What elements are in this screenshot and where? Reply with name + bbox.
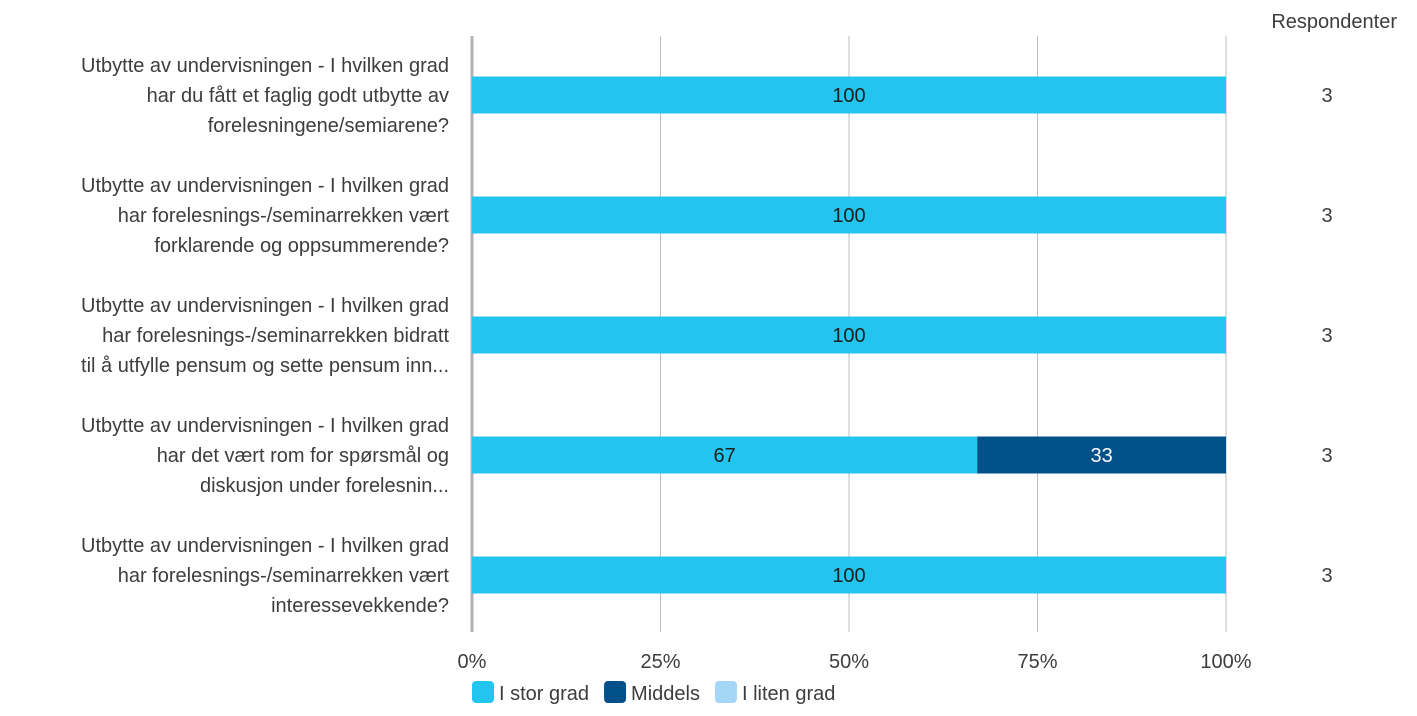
respondents-value: 3 (1321, 85, 1332, 107)
bar-value-label: 100 (832, 85, 865, 107)
bar-segment (977, 436, 1226, 474)
bar-segment (472, 436, 978, 474)
x-tick-label: 100% (1200, 651, 1251, 673)
bar-segment (472, 76, 1226, 114)
category-label: Utbytte av undervisningen - I hvilken gr… (81, 415, 449, 497)
category-label-line: Utbytte av undervisningen - I hvilken gr… (81, 175, 449, 197)
category-labels: Utbytte av undervisningen - I hvilken gr… (81, 55, 449, 617)
category-label: Utbytte av undervisningen - I hvilken gr… (81, 55, 449, 137)
legend-swatch (714, 681, 737, 703)
category-label-line: til å utfylle pensum og sette pensum inn… (81, 355, 449, 377)
legend-swatch (604, 681, 627, 703)
legend-label: Middels (631, 683, 700, 705)
respondents-value: 3 (1321, 445, 1332, 467)
legend-label: I liten grad (742, 683, 835, 705)
bar-value-label: 100 (832, 325, 865, 347)
x-tick-label: 75% (1017, 651, 1057, 673)
bar-value-label: 100 (832, 205, 865, 227)
x-tick-label: 25% (640, 651, 680, 673)
category-label-line: har forelesnings-/seminarrekken vært (118, 205, 450, 227)
respondents-column: 3 3 3 3 3 Respondenter (1271, 11, 1397, 587)
x-tick-label: 50% (829, 651, 869, 673)
category-label-line: diskusjon under forelesnin... (200, 475, 449, 497)
respondents-value: 3 (1321, 205, 1332, 227)
bar-value-label: 100 (832, 565, 865, 587)
category-label-line: Utbytte av undervisningen - I hvilken gr… (81, 55, 449, 77)
respondents-value: 3 (1321, 565, 1332, 587)
legend-swatch (472, 681, 494, 703)
category-label: Utbytte av undervisningen - I hvilken gr… (81, 295, 449, 377)
bar-value-label: 33 (1090, 445, 1112, 467)
category-label-line: har det vært rom for spørsmål og (157, 445, 449, 467)
category-label-line: forelesningene/semiarene? (208, 115, 449, 137)
category-label-line: Utbytte av undervisningen - I hvilken gr… (81, 535, 449, 557)
category-label: Utbytte av undervisningen - I hvilken gr… (81, 535, 449, 617)
respondents-header: Respondenter (1271, 11, 1397, 33)
bar-segment (472, 556, 1226, 594)
category-label-line: Utbytte av undervisningen - I hvilken gr… (81, 415, 449, 437)
bar-value-label: 67 (713, 445, 735, 467)
bar-segment (472, 316, 1226, 354)
bar-segment (472, 196, 1226, 234)
x-tick-label: 0% (458, 651, 487, 673)
category-label: Utbytte av undervisningen - I hvilken gr… (81, 175, 449, 257)
legend-label: I stor grad (499, 683, 589, 705)
bars-layer: 100 100 100 67 33 100 (472, 76, 1226, 594)
respondents-value: 3 (1321, 325, 1332, 347)
x-axis-ticks: 0% 25% 50% 75% 100% (458, 651, 1252, 673)
category-label-line: har du fått et faglig godt utbytte av (147, 85, 449, 107)
category-label-line: har forelesnings-/seminarrekken bidratt (102, 325, 449, 347)
category-label-line: forklarende og oppsummerende? (154, 235, 449, 257)
category-label-line: har forelesnings-/seminarrekken vært (118, 565, 450, 587)
category-label-line: interessevekkende? (271, 595, 449, 617)
category-label-line: Utbytte av undervisningen - I hvilken gr… (81, 295, 449, 317)
legend: I stor grad Middels I liten grad (472, 681, 835, 705)
